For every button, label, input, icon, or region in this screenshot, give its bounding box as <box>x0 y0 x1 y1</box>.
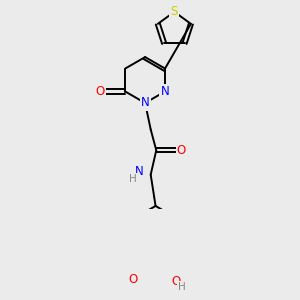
Text: O: O <box>177 144 186 157</box>
Text: N: N <box>135 165 144 178</box>
Text: O: O <box>96 85 105 98</box>
Text: O: O <box>172 274 181 288</box>
Text: H: H <box>178 282 186 292</box>
Text: N: N <box>160 85 169 98</box>
Text: N: N <box>141 97 149 110</box>
Text: O: O <box>129 273 138 286</box>
Text: H: H <box>129 174 137 184</box>
Text: S: S <box>171 5 178 18</box>
